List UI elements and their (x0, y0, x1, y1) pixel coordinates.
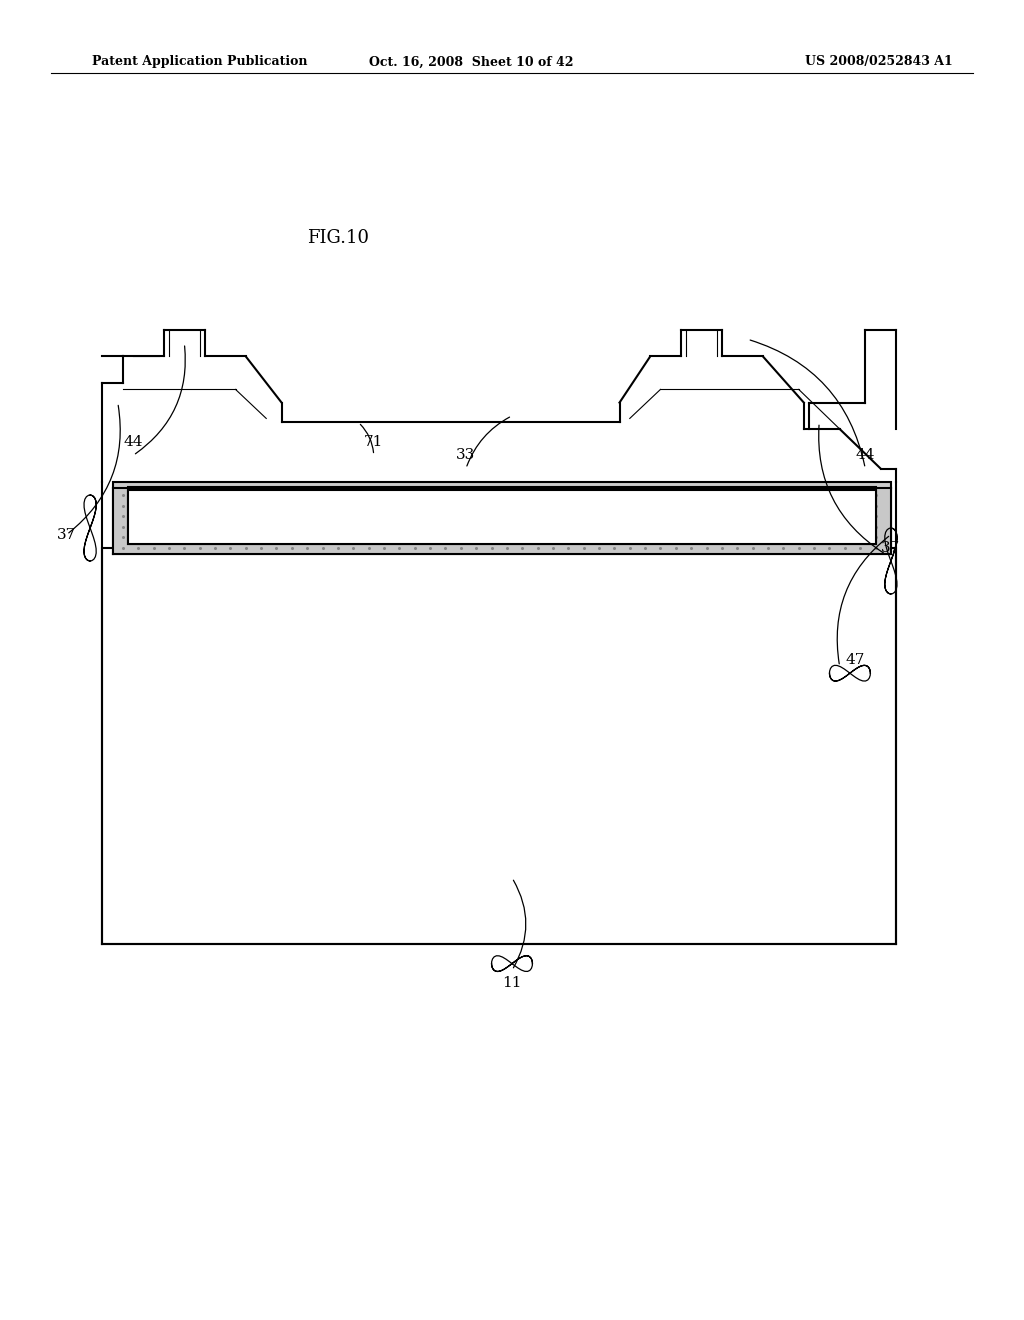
Text: 33: 33 (457, 449, 475, 462)
Bar (102, 548, 896, 944)
Bar (128, 490, 876, 544)
Bar (113, 482, 891, 554)
Text: Oct. 16, 2008  Sheet 10 of 42: Oct. 16, 2008 Sheet 10 of 42 (369, 55, 573, 69)
Bar (128, 487, 876, 544)
Text: Patent Application Publication: Patent Application Publication (92, 55, 307, 69)
Text: 71: 71 (365, 436, 383, 449)
Text: 37: 37 (882, 541, 900, 554)
Text: 44: 44 (123, 436, 143, 449)
Text: 47: 47 (846, 653, 864, 667)
Text: 37: 37 (57, 528, 76, 541)
Text: 44: 44 (855, 449, 876, 462)
Bar (113, 488, 891, 554)
Text: 11: 11 (502, 977, 522, 990)
Text: FIG.10: FIG.10 (307, 228, 369, 247)
Text: US 2008/0252843 A1: US 2008/0252843 A1 (805, 55, 952, 69)
